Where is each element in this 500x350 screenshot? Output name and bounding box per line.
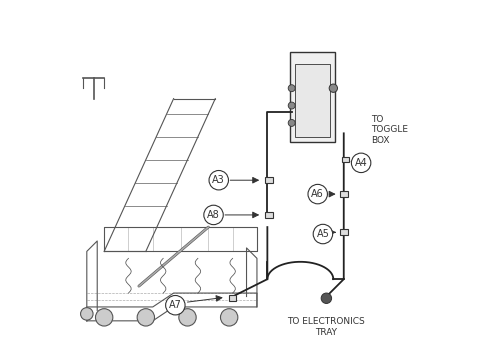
Circle shape <box>209 170 229 190</box>
Circle shape <box>313 224 332 244</box>
Circle shape <box>288 102 295 109</box>
Text: A5: A5 <box>316 229 330 239</box>
Text: A3: A3 <box>212 175 225 185</box>
FancyBboxPatch shape <box>340 191 347 197</box>
Text: A6: A6 <box>312 189 324 199</box>
FancyBboxPatch shape <box>342 157 348 162</box>
Text: TO
TOGGLE
BOX: TO TOGGLE BOX <box>372 115 408 145</box>
Circle shape <box>321 293 332 303</box>
Circle shape <box>80 308 93 320</box>
FancyBboxPatch shape <box>340 229 347 236</box>
Circle shape <box>204 205 224 225</box>
Circle shape <box>166 295 185 315</box>
FancyBboxPatch shape <box>266 212 273 218</box>
Circle shape <box>288 119 295 126</box>
Circle shape <box>96 309 113 326</box>
FancyBboxPatch shape <box>290 52 335 142</box>
FancyBboxPatch shape <box>266 177 273 183</box>
Circle shape <box>137 309 154 326</box>
Circle shape <box>220 309 238 326</box>
Circle shape <box>179 309 196 326</box>
Circle shape <box>308 184 328 204</box>
Circle shape <box>288 85 295 92</box>
Text: A4: A4 <box>354 158 368 168</box>
FancyBboxPatch shape <box>229 295 236 301</box>
Text: TO ELECTRONICS
TRAY: TO ELECTRONICS TRAY <box>288 317 366 337</box>
Circle shape <box>329 84 338 92</box>
Text: A7: A7 <box>169 300 182 310</box>
Text: A8: A8 <box>207 210 220 220</box>
Circle shape <box>352 153 371 173</box>
FancyBboxPatch shape <box>295 64 330 137</box>
